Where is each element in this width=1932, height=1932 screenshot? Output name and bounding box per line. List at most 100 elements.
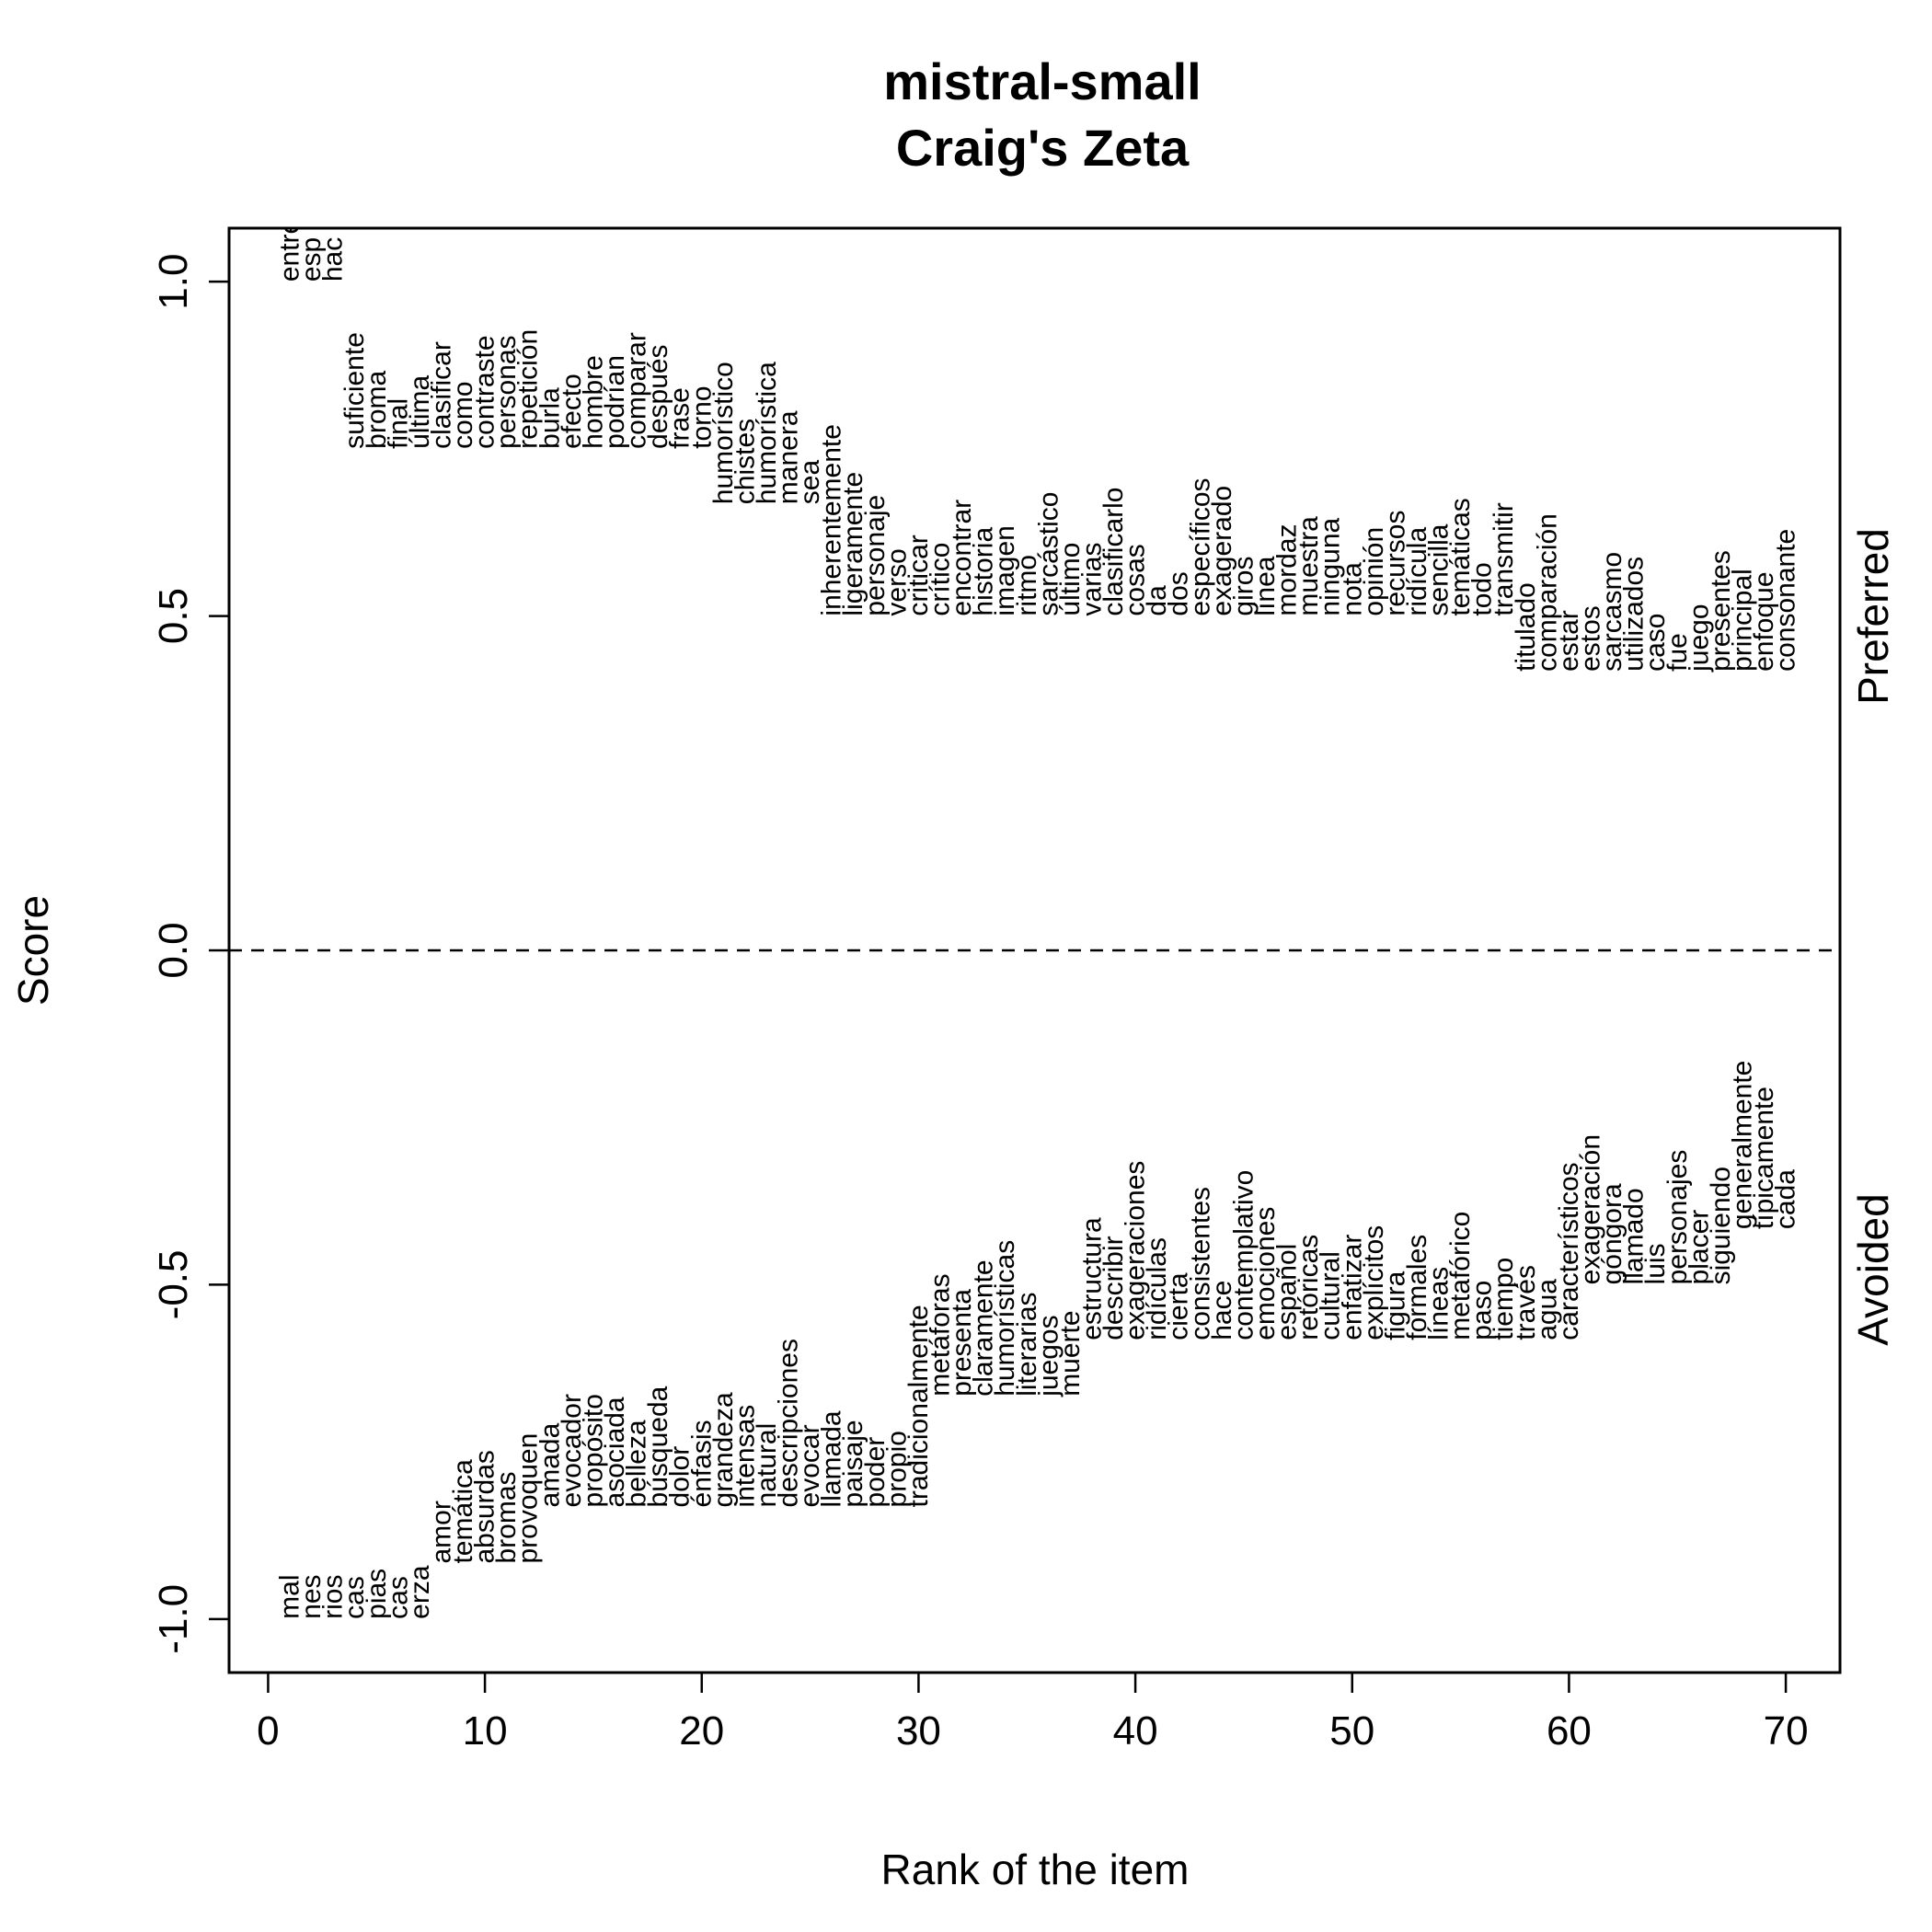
x-tick-label: 20 bbox=[679, 1708, 724, 1754]
preferred-word: personas bbox=[491, 335, 522, 448]
y-tick-label: -1.0 bbox=[151, 1584, 196, 1654]
avoided-word: propósito bbox=[578, 1394, 608, 1507]
y-axis: -1.0 -0.5 0.0 0.5 1.0 bbox=[151, 254, 231, 1654]
preferred-word: efecto bbox=[557, 374, 587, 449]
preferred-word: consonante bbox=[1771, 529, 1801, 672]
preferred-word: transmitir bbox=[1489, 502, 1519, 615]
avoided-word: explícitos bbox=[1359, 1225, 1389, 1340]
preferred-word: comparar bbox=[622, 332, 652, 449]
preferred-word: ritmo bbox=[1012, 555, 1042, 616]
x-tick-label: 0 bbox=[257, 1708, 279, 1754]
avoided-word: cada bbox=[1771, 1169, 1801, 1229]
avoided-word: luis bbox=[1640, 1243, 1671, 1284]
avoided-word: literarias bbox=[1012, 1292, 1042, 1396]
x-tick-label: 60 bbox=[1547, 1708, 1592, 1754]
preferred-word: comparación bbox=[1532, 513, 1562, 672]
preferred-word: línea bbox=[1250, 556, 1281, 615]
avoided-word: típicamente bbox=[1749, 1087, 1779, 1229]
avoided-word: enfatizar bbox=[1337, 1235, 1367, 1340]
avoided-word: contemplativo bbox=[1228, 1170, 1259, 1340]
preferred-word: sarcástico bbox=[1033, 492, 1064, 616]
preferred-word: juego bbox=[1684, 604, 1714, 672]
avoided-word: tiempo bbox=[1489, 1258, 1519, 1340]
avoided-word: cierta bbox=[1164, 1272, 1194, 1340]
avoided-word: hace bbox=[1207, 1281, 1237, 1340]
avoided-word: característicos bbox=[1554, 1162, 1584, 1340]
avoided-word: estructura bbox=[1076, 1217, 1107, 1340]
preferred-word: hombre bbox=[578, 355, 608, 449]
avoided-word: énfasis bbox=[686, 1420, 717, 1507]
avoided-word: natural bbox=[752, 1423, 782, 1508]
avoided-word: consistentes bbox=[1185, 1187, 1215, 1340]
chart-title-line2: Craig's Zeta bbox=[896, 119, 1190, 177]
preferred-word: torno bbox=[686, 385, 717, 448]
avoided-word: provoquen bbox=[513, 1433, 544, 1564]
preferred-word: nota bbox=[1337, 562, 1367, 616]
x-tick-label: 30 bbox=[896, 1708, 941, 1754]
y-tick-label: 0.5 bbox=[151, 588, 196, 644]
preferred-word: frase bbox=[665, 387, 696, 449]
preferred-word: repetición bbox=[513, 329, 544, 449]
preferred-word: crítico bbox=[925, 543, 955, 616]
avoided-word: grandeza bbox=[708, 1392, 739, 1507]
preferred-word: giros bbox=[1228, 557, 1259, 616]
preferred-word: da bbox=[1142, 585, 1172, 616]
avoided-word: intensas bbox=[730, 1405, 760, 1508]
avoided-word: absurdas bbox=[470, 1450, 500, 1563]
avoided-word: cas bbox=[383, 1576, 413, 1619]
avoided-word: dolor bbox=[665, 1446, 696, 1508]
preferred-word: exagerado bbox=[1207, 486, 1237, 616]
preferred-word: sarcasmo bbox=[1597, 552, 1627, 672]
avoided-word: llamado bbox=[1619, 1188, 1650, 1284]
avoided-word: evocar bbox=[795, 1424, 825, 1507]
preferred-word: principal bbox=[1727, 569, 1757, 672]
preferred-word: estos bbox=[1575, 605, 1605, 672]
y-tick-label: 0.0 bbox=[151, 922, 196, 978]
avoided-word: belleza bbox=[622, 1420, 652, 1507]
preferred-word: esp bbox=[296, 237, 327, 282]
preferred-word: cosas bbox=[1121, 544, 1151, 615]
avoided-word: líneas bbox=[1424, 1267, 1455, 1340]
avoided-word: siguiendo bbox=[1706, 1167, 1736, 1284]
x-axis: 0 10 20 30 40 50 60 70 bbox=[257, 1671, 1809, 1754]
preferred-word: estar bbox=[1554, 610, 1584, 672]
preferred-word: sencilla bbox=[1424, 523, 1455, 615]
word-marks: entreesphacsuficientebromafinalúltimacla… bbox=[274, 219, 1801, 1619]
avoided-side-label: Avoided bbox=[1849, 1193, 1897, 1345]
preferred-word: utilizados bbox=[1619, 557, 1650, 672]
preferred-word: opinión bbox=[1359, 527, 1389, 616]
preferred-word: fue bbox=[1662, 633, 1693, 672]
avoided-word: llamada bbox=[817, 1410, 847, 1507]
preferred-word: específicos bbox=[1185, 477, 1215, 615]
avoided-word: erza bbox=[405, 1565, 435, 1619]
avoided-word: amor bbox=[426, 1501, 456, 1563]
avoided-word: generalmente bbox=[1727, 1061, 1757, 1229]
preferred-word: entre bbox=[274, 219, 305, 282]
avoided-word: metafórico bbox=[1445, 1212, 1476, 1340]
chart-title-line1: mistral-small bbox=[883, 52, 1202, 110]
preferred-word: ninguna bbox=[1316, 517, 1346, 615]
preferred-word: humorística bbox=[752, 362, 782, 504]
avoided-word: presenta bbox=[947, 1289, 977, 1397]
avoided-word: góngora bbox=[1597, 1183, 1627, 1284]
preferred-word: inherentemente bbox=[817, 424, 847, 615]
x-tick-label: 50 bbox=[1329, 1708, 1374, 1754]
preferred-word: criticar bbox=[903, 535, 934, 615]
preferred-word: clasificar bbox=[426, 341, 456, 449]
preferred-word: última bbox=[405, 375, 435, 449]
preferred-word: suficiente bbox=[339, 332, 370, 449]
preferred-word: sea bbox=[795, 460, 825, 505]
avoided-word: rios bbox=[318, 1575, 349, 1619]
avoided-word: claramente bbox=[969, 1259, 999, 1396]
preferred-word: humorístico bbox=[708, 362, 739, 504]
x-tick-label: 70 bbox=[1764, 1708, 1809, 1754]
avoided-word: temática bbox=[448, 1459, 478, 1564]
preferred-word: hac bbox=[318, 237, 349, 282]
preferred-word: como bbox=[448, 382, 478, 449]
avoided-word: asociada bbox=[600, 1397, 630, 1507]
avoided-word: cas bbox=[339, 1576, 370, 1619]
avoided-word: humorísticas bbox=[990, 1240, 1020, 1397]
y-tick-label: -0.5 bbox=[151, 1250, 196, 1320]
preferred-word: temáticas bbox=[1445, 498, 1476, 615]
avoided-word: agua bbox=[1532, 1279, 1562, 1340]
